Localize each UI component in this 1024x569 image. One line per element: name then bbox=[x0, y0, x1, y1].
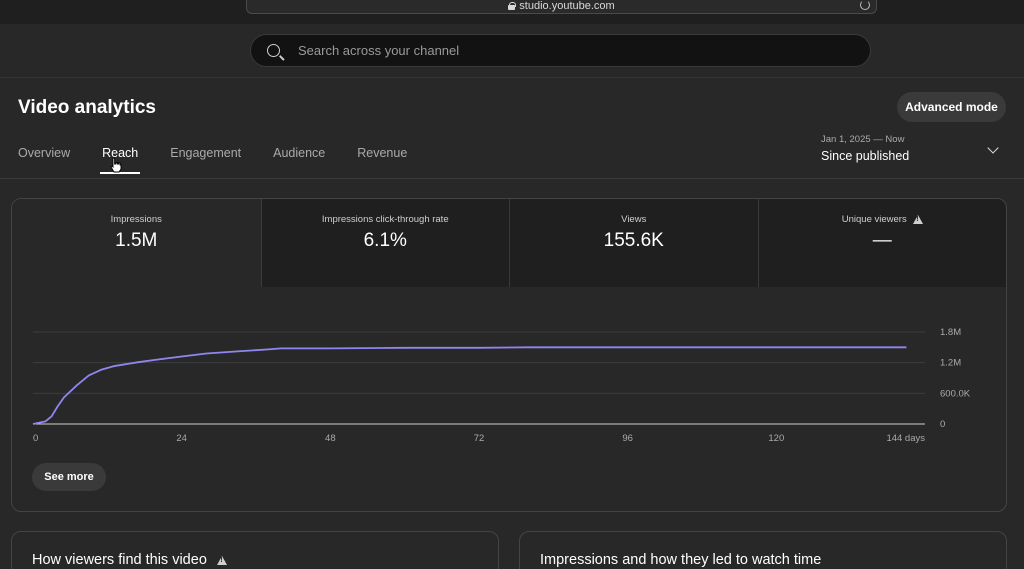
x-tick-label: 24 bbox=[176, 433, 187, 444]
x-tick-label: 72 bbox=[474, 433, 485, 444]
tab-overview[interactable]: Overview bbox=[18, 146, 71, 160]
reach-overview-card: Impressions 1.5M Impressions click-throu… bbox=[11, 198, 1007, 512]
x-tick-label: 0 bbox=[33, 433, 38, 444]
see-more-button[interactable]: See more bbox=[32, 463, 106, 491]
warning-icon[interactable] bbox=[912, 215, 923, 224]
metric-label: Views bbox=[621, 214, 647, 225]
metric-tabs: Impressions 1.5M Impressions click-throu… bbox=[12, 199, 1006, 287]
metric-label: Unique viewers bbox=[841, 214, 907, 225]
tab-reach[interactable]: Reach bbox=[100, 146, 141, 174]
y-tick-label: 1.8M bbox=[940, 327, 961, 338]
tab-revenue[interactable]: Revenue bbox=[357, 146, 408, 160]
search-input[interactable] bbox=[298, 43, 818, 58]
metric-ctr[interactable]: Impressions click-through rate 6.1% bbox=[260, 199, 509, 287]
date-range-selector[interactable]: Jan 1, 2025 — Now Since published bbox=[821, 134, 909, 163]
x-tick-label: 144 days bbox=[886, 433, 925, 444]
card-title: Impressions and how they led to watch ti… bbox=[540, 552, 822, 568]
date-range-label: Since published bbox=[821, 149, 910, 163]
x-tick-label: 120 bbox=[768, 433, 784, 444]
hand-cursor-icon bbox=[110, 157, 122, 173]
advanced-mode-button[interactable]: Advanced mode bbox=[897, 92, 1006, 122]
metric-value: — bbox=[872, 230, 892, 251]
metric-label: Impressions click-through rate bbox=[321, 214, 449, 225]
y-tick-label: 1.2M bbox=[940, 358, 961, 369]
card-title-row: Impressions and how they led to watch ti… bbox=[540, 552, 821, 568]
impressions-series-line bbox=[32, 346, 907, 425]
studio-header bbox=[0, 24, 1024, 78]
y-tick-label: 600.0K bbox=[940, 388, 971, 399]
url-label: studio.youtube.com bbox=[519, 0, 615, 12]
metric-value: 6.1% bbox=[363, 230, 407, 251]
search-icon[interactable] bbox=[267, 44, 280, 57]
x-tick-label: 48 bbox=[325, 433, 336, 444]
url-text: studio.youtube.com bbox=[508, 0, 615, 12]
tab-engagement[interactable]: Engagement bbox=[170, 146, 242, 160]
date-range-dates: Jan 1, 2025 — Now bbox=[821, 134, 905, 145]
metric-label-row: Unique viewers bbox=[759, 214, 1007, 225]
metric-views[interactable]: Views 155.6K bbox=[509, 199, 758, 287]
impressions-funnel-card: Impressions and how they led to watch ti… bbox=[519, 531, 1007, 569]
browser-bar: studio.youtube.com bbox=[0, 0, 1024, 24]
metric-label: Impressions bbox=[110, 214, 162, 225]
traffic-source-card: How viewers find this video bbox=[11, 531, 499, 569]
metric-impressions[interactable]: Impressions 1.5M bbox=[12, 199, 261, 287]
search-box[interactable] bbox=[250, 34, 871, 67]
metric-unique-viewers[interactable]: Unique viewers — bbox=[757, 199, 1007, 287]
address-bar[interactable]: studio.youtube.com bbox=[246, 0, 877, 14]
tab-audience[interactable]: Audience bbox=[273, 146, 326, 160]
warning-icon[interactable] bbox=[216, 555, 227, 565]
tab-bar: Overview Reach Engagement Audience Reven… bbox=[18, 146, 439, 174]
metric-value: 1.5M bbox=[115, 230, 158, 251]
card-title-row: How viewers find this video bbox=[32, 552, 227, 568]
x-tick-label: 96 bbox=[622, 433, 633, 444]
card-title: How viewers find this video bbox=[32, 552, 207, 568]
chevron-down-icon[interactable] bbox=[987, 142, 999, 154]
reload-icon[interactable] bbox=[860, 0, 870, 10]
metric-value: 155.6K bbox=[603, 230, 664, 251]
header-divider bbox=[0, 178, 1024, 179]
lock-icon bbox=[508, 2, 517, 10]
y-tick-label: 0 bbox=[940, 419, 945, 430]
page-title: Video analytics bbox=[18, 97, 156, 118]
impressions-chart: 0 600.0K 1.2M 1.8M 0 24 48 72 96 120 144 days bbox=[32, 327, 971, 444]
